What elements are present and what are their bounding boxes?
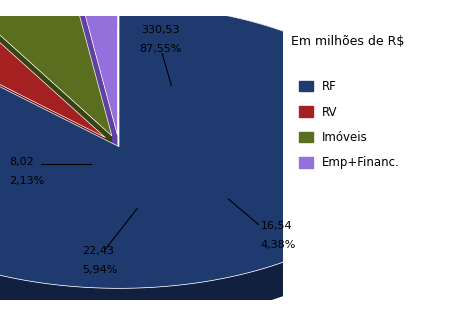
Polygon shape — [0, 14, 106, 172]
Text: 22,43: 22,43 — [82, 246, 114, 256]
Legend: RF, RV, Imóveis, Emp+Financ.: RF, RV, Imóveis, Emp+Financ. — [294, 76, 404, 174]
Text: 16,54: 16,54 — [260, 221, 292, 231]
Polygon shape — [0, 12, 112, 170]
Polygon shape — [80, 0, 117, 135]
Text: 8,02: 8,02 — [9, 157, 34, 167]
Text: 5,94%: 5,94% — [82, 265, 117, 275]
Polygon shape — [0, 0, 74, 46]
Polygon shape — [0, 14, 106, 137]
Polygon shape — [80, 0, 117, 169]
Polygon shape — [80, 0, 117, 29]
Text: 330,53: 330,53 — [141, 25, 179, 35]
Text: Em milhões de R$: Em milhões de R$ — [291, 34, 404, 48]
Text: 2,13%: 2,13% — [9, 176, 44, 186]
Polygon shape — [74, 0, 112, 170]
Polygon shape — [0, 46, 119, 181]
Polygon shape — [0, 5, 402, 288]
Polygon shape — [0, 37, 106, 172]
Polygon shape — [0, 0, 112, 136]
Text: 4,38%: 4,38% — [260, 240, 296, 250]
Text: 87,55%: 87,55% — [139, 44, 181, 54]
Polygon shape — [0, 5, 402, 316]
